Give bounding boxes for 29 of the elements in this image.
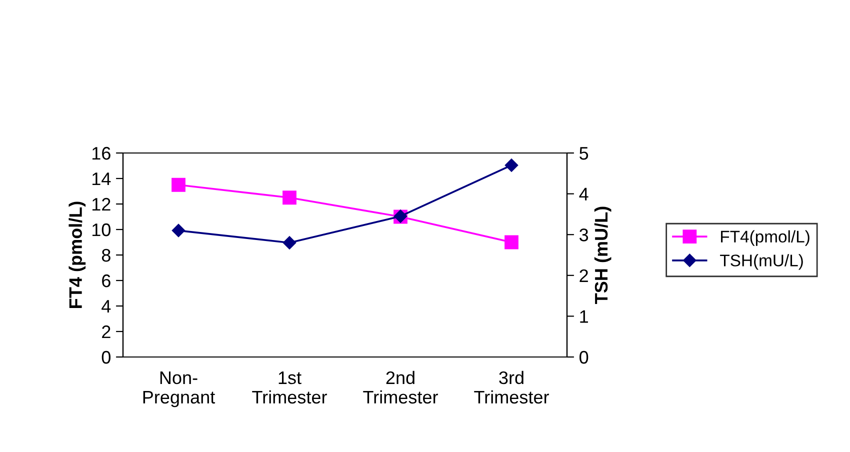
point bbox=[282, 236, 296, 250]
x-tick-label: 3rd Trimester bbox=[474, 370, 549, 404]
point bbox=[504, 158, 518, 172]
y-tick-label: 2 bbox=[102, 325, 110, 338]
y-tick-label: 8 bbox=[102, 248, 110, 262]
y-tick-label: 10 bbox=[92, 223, 110, 236]
y2-tick-label: 2 bbox=[580, 269, 588, 282]
y2-tick-label: 5 bbox=[580, 147, 588, 160]
point bbox=[282, 190, 296, 205]
y-tick-label: 6 bbox=[102, 274, 110, 288]
y-tick-label: 0 bbox=[102, 350, 110, 364]
y2-tick-label: 1 bbox=[580, 310, 588, 323]
y-tick-label: 16 bbox=[92, 146, 110, 160]
point bbox=[172, 224, 186, 238]
y2-tick-label: 0 bbox=[580, 350, 588, 364]
legend-label: TSH(mU/L) bbox=[720, 254, 803, 270]
y-tick-label: 14 bbox=[92, 172, 111, 186]
y-axis-title: FT4 (pmol/L) bbox=[68, 202, 86, 308]
x-tick-label: 2nd Trimester bbox=[363, 370, 438, 404]
y2-tick-label: 4 bbox=[579, 188, 588, 200]
x-tick-label: 1st Trimester bbox=[252, 372, 327, 404]
point bbox=[504, 235, 518, 250]
y2-axis-title: TSH (mU/L) bbox=[594, 206, 612, 304]
point bbox=[172, 178, 186, 192]
y-tick-label: 12 bbox=[92, 198, 110, 211]
y2-tick-label: 3 bbox=[579, 228, 588, 242]
y-tick-label: 4 bbox=[102, 300, 111, 313]
x-tick-label: Non- Pregnant bbox=[143, 372, 216, 408]
legend-label: FT4(pmol/L) bbox=[721, 230, 810, 246]
